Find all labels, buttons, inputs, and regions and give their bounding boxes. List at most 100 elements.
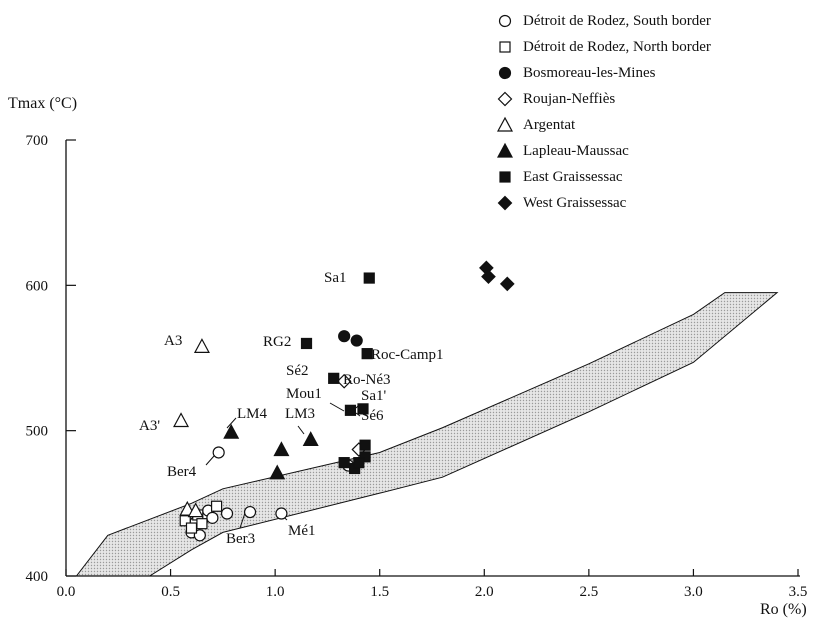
data-point [338, 457, 350, 469]
legend-label: Roujan-Neffiès [523, 90, 616, 107]
y-tick-label: 400 [26, 569, 49, 585]
data-point [173, 412, 190, 428]
point-label: LM4 [237, 406, 268, 422]
legend-symbol [496, 116, 514, 132]
point-label: RG2 [263, 334, 291, 350]
data-point [275, 507, 288, 520]
data-point [269, 464, 286, 480]
legend: Détroit de Rodez, South border Détroit de… [495, 8, 711, 216]
point-label: Mou1 [286, 386, 322, 402]
legend-marker [497, 195, 513, 211]
legend-symbol [498, 14, 512, 28]
data-point [196, 518, 208, 530]
x-tick-label: 0.0 [57, 584, 76, 600]
legend-item: Bosmoreau-les-Mines [495, 60, 711, 86]
annotation-leader [205, 455, 215, 466]
data-point [353, 457, 365, 469]
x-tick-label: 1.0 [266, 584, 285, 600]
legend-label: Détroit de Rodez, North border [523, 38, 711, 55]
data-point [187, 502, 204, 518]
annotation-leader [355, 412, 361, 417]
data-point [212, 446, 225, 459]
legend-item: Roujan-Neffiès [495, 86, 711, 112]
legend-item: Détroit de Rodez, South border [495, 8, 711, 34]
data-point [363, 272, 375, 284]
data-point [350, 334, 363, 347]
legend-marker [498, 14, 512, 28]
data-point [481, 269, 496, 284]
point-label: Ber3 [226, 531, 255, 547]
point-label: Roc-Camp1 [371, 347, 444, 363]
x-tick-label: 3.0 [684, 584, 703, 600]
legend-label: Bosmoreau-les-Mines [523, 64, 656, 81]
legend-marker [497, 91, 513, 107]
data-points [173, 260, 515, 542]
data-point [359, 451, 371, 463]
legend-item: Argentat [495, 112, 711, 138]
legend-symbol [496, 142, 514, 158]
x-ticks: 0.0 0.5 1.0 1.5 2.0 2.5 3.0 3.5 [57, 569, 808, 600]
data-point [185, 522, 198, 534]
point-label: Ro-Né3 [343, 372, 391, 388]
legend-marker [496, 116, 514, 132]
point-label: A3 [164, 333, 182, 349]
legend-marker [496, 142, 514, 158]
annotation-leader [297, 425, 305, 435]
legend-item: East Graissessac [495, 164, 711, 190]
point-labels: Sa1 RG2 Roc-Camp1 Sé2 Ro-Né3 Mou1 Sa1' Sé6 A3 A3'… [139, 270, 444, 547]
y-ticks: 400 500 600 700 [26, 133, 76, 585]
y-tick-label: 500 [26, 424, 49, 440]
point-label: Sé6 [361, 408, 384, 424]
data-point [243, 505, 257, 519]
legend-label: Lapleau-Maussac [523, 142, 629, 159]
legend-item: Détroit de Rodez, North border [495, 34, 711, 60]
legend-symbol [497, 91, 513, 107]
point-label: Mé1 [288, 523, 316, 539]
data-point [302, 431, 319, 446]
data-point [220, 507, 234, 520]
y-tick-label: 700 [26, 133, 49, 149]
legend-marker [498, 66, 512, 80]
legend-symbol [499, 41, 511, 53]
annotation-leader [329, 402, 345, 412]
legend-label: West Graissessac [523, 194, 627, 211]
x-tick-label: 0.5 [161, 584, 180, 600]
point-label: LM3 [285, 406, 315, 422]
legend-label: East Graissessac [523, 168, 623, 185]
data-point [336, 373, 352, 389]
x-tick-label: 3.5 [789, 584, 808, 600]
legend-marker [499, 41, 511, 53]
data-point [179, 515, 191, 527]
data-point [193, 529, 206, 542]
x-axis-title: Ro (%) [760, 601, 807, 618]
legend-label: Argentat [523, 116, 576, 133]
data-point [193, 338, 210, 353]
legend-item: West Graissessac [495, 190, 711, 216]
legend-marker [499, 171, 511, 183]
data-point [328, 372, 340, 384]
x-tick-label: 2.5 [579, 584, 598, 600]
data-point [338, 330, 351, 343]
data-point [223, 423, 240, 439]
annotation-leader [226, 417, 237, 429]
x-tick-label: 1.5 [370, 584, 389, 600]
axes [65, 140, 800, 577]
legend-symbol [499, 171, 511, 183]
y-tick-label: 600 [26, 278, 49, 294]
data-point [359, 439, 371, 451]
point-label: Ber4 [167, 464, 197, 480]
data-point [361, 348, 373, 360]
point-label: Sa1' [361, 388, 387, 404]
legend-label: Détroit de Rodez, South border [523, 12, 711, 29]
data-point [357, 403, 369, 415]
point-label: Sa1 [324, 270, 347, 286]
point-label: Sé2 [286, 363, 309, 379]
legend-item: Lapleau-Maussac [495, 138, 711, 164]
data-point [206, 511, 219, 524]
annotation-leader [239, 512, 246, 529]
legend-symbol [497, 195, 513, 211]
legend-symbol [498, 66, 512, 80]
data-point [344, 404, 357, 416]
y-axis-title: Tmax (°C) [8, 95, 77, 112]
